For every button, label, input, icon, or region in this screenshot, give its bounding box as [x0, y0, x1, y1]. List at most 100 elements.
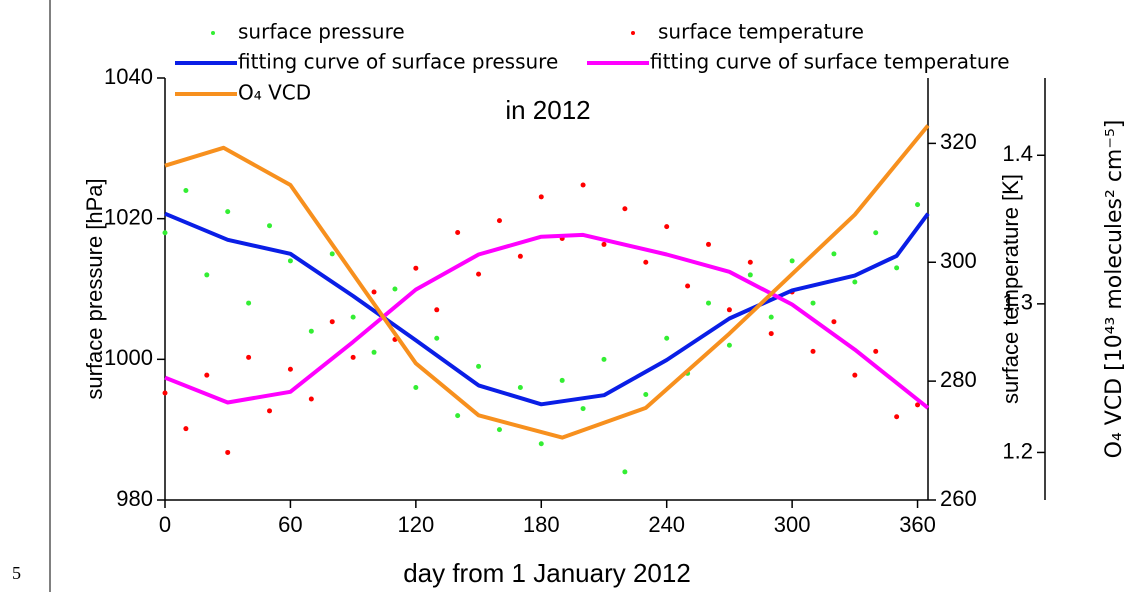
data-point [413, 384, 419, 390]
data-point [810, 300, 816, 306]
data-point [580, 182, 586, 188]
data-point [768, 314, 774, 320]
y3-tick-label: 1.3 [1002, 290, 1033, 315]
data-point [455, 230, 461, 236]
data-point [726, 307, 732, 313]
data-point [747, 272, 753, 278]
data-point [496, 218, 502, 224]
line [164, 124, 930, 440]
data-point [706, 241, 712, 247]
legend-label: fitting curve of surface temperature [650, 50, 1010, 74]
x-tick-label: 120 [397, 512, 434, 537]
data-point [392, 286, 398, 292]
y2-tick-label: 260 [940, 486, 977, 511]
data-point [810, 348, 816, 354]
line [164, 232, 930, 410]
x-tick-label: 60 [278, 512, 302, 537]
y2-tick-label: 280 [940, 367, 977, 392]
data-point [747, 259, 753, 265]
data-point [643, 392, 649, 397]
data-point [664, 224, 670, 230]
data-point [622, 206, 628, 212]
data-point [873, 230, 879, 236]
x-axis-label: day from 1 January 2012 [403, 558, 691, 588]
data-point [287, 258, 293, 264]
data-point [622, 469, 628, 475]
data-point [601, 356, 607, 362]
data-point [246, 354, 252, 360]
data-point [789, 258, 795, 264]
data-point [726, 342, 732, 348]
data-point [204, 372, 210, 378]
data-point [894, 265, 900, 271]
data-point [915, 402, 921, 408]
data-point [517, 384, 523, 390]
data-point [831, 251, 837, 257]
line [164, 211, 930, 407]
data-point [287, 366, 293, 372]
data-point [538, 194, 544, 200]
data-point [183, 426, 189, 432]
data-point [476, 363, 482, 369]
x-tick-label: 240 [648, 512, 685, 537]
data-point [246, 300, 252, 306]
y3-tick-label: 1.4 [1002, 141, 1033, 166]
y2-tick-label: 320 [940, 129, 977, 154]
y3-tick-label: 1.2 [1002, 438, 1033, 463]
data-point [267, 223, 273, 229]
data-point [204, 272, 210, 278]
x-tick-label: 360 [899, 512, 936, 537]
data-point [267, 408, 273, 414]
data-point [538, 441, 544, 447]
data-point [580, 406, 586, 412]
data-point [371, 349, 377, 355]
data-point [852, 372, 858, 378]
data-point [768, 331, 774, 337]
data-point [685, 283, 691, 289]
data-point [831, 319, 837, 325]
x-tick-label: 300 [774, 512, 811, 537]
data-point [852, 279, 858, 285]
data-point [350, 314, 356, 320]
data-point [434, 307, 440, 313]
data-point [601, 241, 607, 247]
legend-label: O₄ VCD [238, 81, 311, 105]
y-tick-label: 1000 [104, 345, 153, 370]
data-point [162, 390, 168, 396]
data-point [517, 253, 523, 259]
data-point [706, 300, 712, 306]
data-point [476, 271, 482, 277]
data-point [455, 413, 461, 419]
x-tick-label: 0 [159, 512, 171, 537]
data-point [434, 335, 440, 341]
legend-label: surface temperature [658, 20, 864, 44]
chart-title: in 2012 [505, 95, 590, 125]
x-tick-label: 180 [523, 512, 560, 537]
data-point [664, 335, 670, 341]
data-point [183, 188, 189, 194]
data-point [308, 328, 314, 334]
y2-axis-label: surface temperature [K] [998, 174, 1023, 404]
data-point [308, 396, 314, 402]
data-point [559, 377, 565, 383]
y-tick-label: 1020 [104, 204, 153, 229]
y2-tick-label: 300 [940, 248, 977, 273]
data-point [413, 265, 419, 271]
data-point [873, 348, 879, 354]
page-number: 5 [12, 563, 21, 583]
legend-label: surface pressure [238, 20, 405, 44]
data-point [496, 427, 502, 433]
legend-label: fitting curve of surface pressure [238, 50, 558, 74]
data-point [915, 202, 921, 208]
data-point [643, 259, 649, 265]
data-point [225, 209, 231, 215]
data-point [329, 251, 335, 257]
data-point [894, 414, 900, 420]
y3-axis-label: O₄ VCD [10⁴³ molecules² cm⁻⁵] [1102, 120, 1127, 459]
data-point [225, 449, 231, 455]
data-point [162, 230, 168, 236]
y-tick-label: 980 [116, 486, 153, 511]
legend-marker [211, 31, 215, 35]
data-point [350, 354, 356, 360]
